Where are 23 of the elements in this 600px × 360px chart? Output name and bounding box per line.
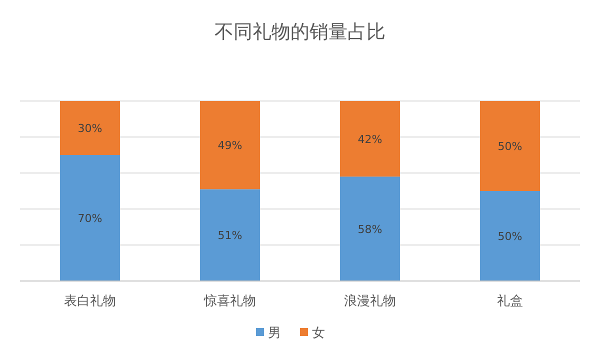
data-label: 51% <box>218 229 242 242</box>
chart-title: 不同礼物的销量占比 <box>214 21 386 43</box>
data-label: 58% <box>358 222 382 236</box>
bar <box>200 189 260 281</box>
x-tick-label: 礼盒 <box>497 294 523 309</box>
bar <box>340 176 400 281</box>
bar <box>340 101 400 177</box>
data-label: 70% <box>78 212 102 225</box>
data-label: 30% <box>78 122 102 135</box>
bar <box>60 155 120 281</box>
bar <box>200 101 260 190</box>
legend-label: 女 <box>312 326 325 341</box>
legend-label: 男 <box>268 326 281 341</box>
bar <box>480 191 540 281</box>
x-tick-label: 惊喜礼物 <box>203 293 256 309</box>
data-label: 50% <box>498 140 522 153</box>
x-tick-label: 浪漫礼物 <box>344 293 396 309</box>
bar <box>480 101 540 191</box>
data-label: 42% <box>358 132 382 146</box>
x-tick-label: 表白礼物 <box>64 294 116 309</box>
data-label: 50% <box>498 230 522 243</box>
bar <box>60 101 120 155</box>
data-label: 49% <box>218 139 242 152</box>
